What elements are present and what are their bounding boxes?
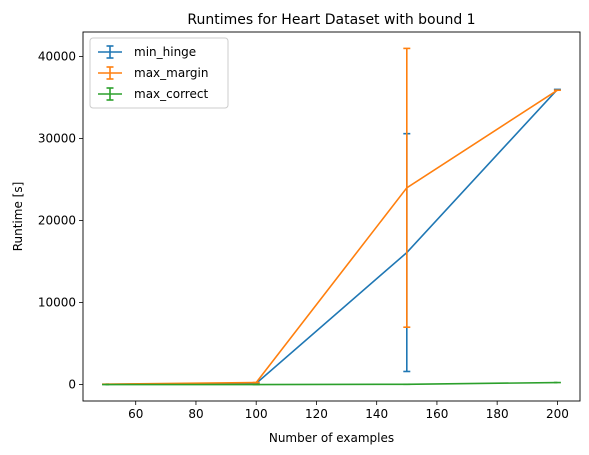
x-tick-label: 200 [546,407,569,421]
x-tick-label: 80 [188,407,203,421]
x-tick-label: 180 [486,407,509,421]
legend: min_hinge max_margin max_correct [89,37,229,109]
legend-label: min_hinge [134,45,196,59]
y-tick-label: 40000 [38,50,76,64]
series-line-max_margin [105,89,558,385]
x-tick-label: 60 [128,407,143,421]
legend-item-min_hinge: min_hinge [98,45,196,59]
x-tick-label: 160 [425,407,448,421]
x-axis-label: Number of examples [269,431,394,445]
y-axis-ticks: 0 10000 20000 30000 40000 [38,50,83,392]
x-tick-label: 120 [305,407,328,421]
series-min_hinge [102,88,561,386]
x-tick-label: 100 [245,407,268,421]
x-axis-ticks: 60 80 100 120 140 160 180 200 [128,401,569,421]
x-tick-label: 140 [365,407,388,421]
plot-frame [82,31,581,402]
y-tick-label: 0 [68,378,76,392]
legend-item-max_correct: max_correct [98,87,208,101]
legend-item-max_margin: max_margin [98,66,208,80]
legend-label: max_margin [134,66,208,80]
y-tick-label: 30000 [38,132,76,146]
series-max_correct [102,381,561,386]
legend-label: max_correct [134,87,208,101]
chart-title: Runtimes for Heart Dataset with bound 1 [187,12,475,28]
y-axis-label: Runtime [s] [11,182,25,252]
y-tick-label: 10000 [38,296,76,310]
y-tick-label: 20000 [38,214,76,228]
plot-series [102,47,561,386]
legend-box [89,37,229,109]
series-line-max_correct [105,381,558,386]
